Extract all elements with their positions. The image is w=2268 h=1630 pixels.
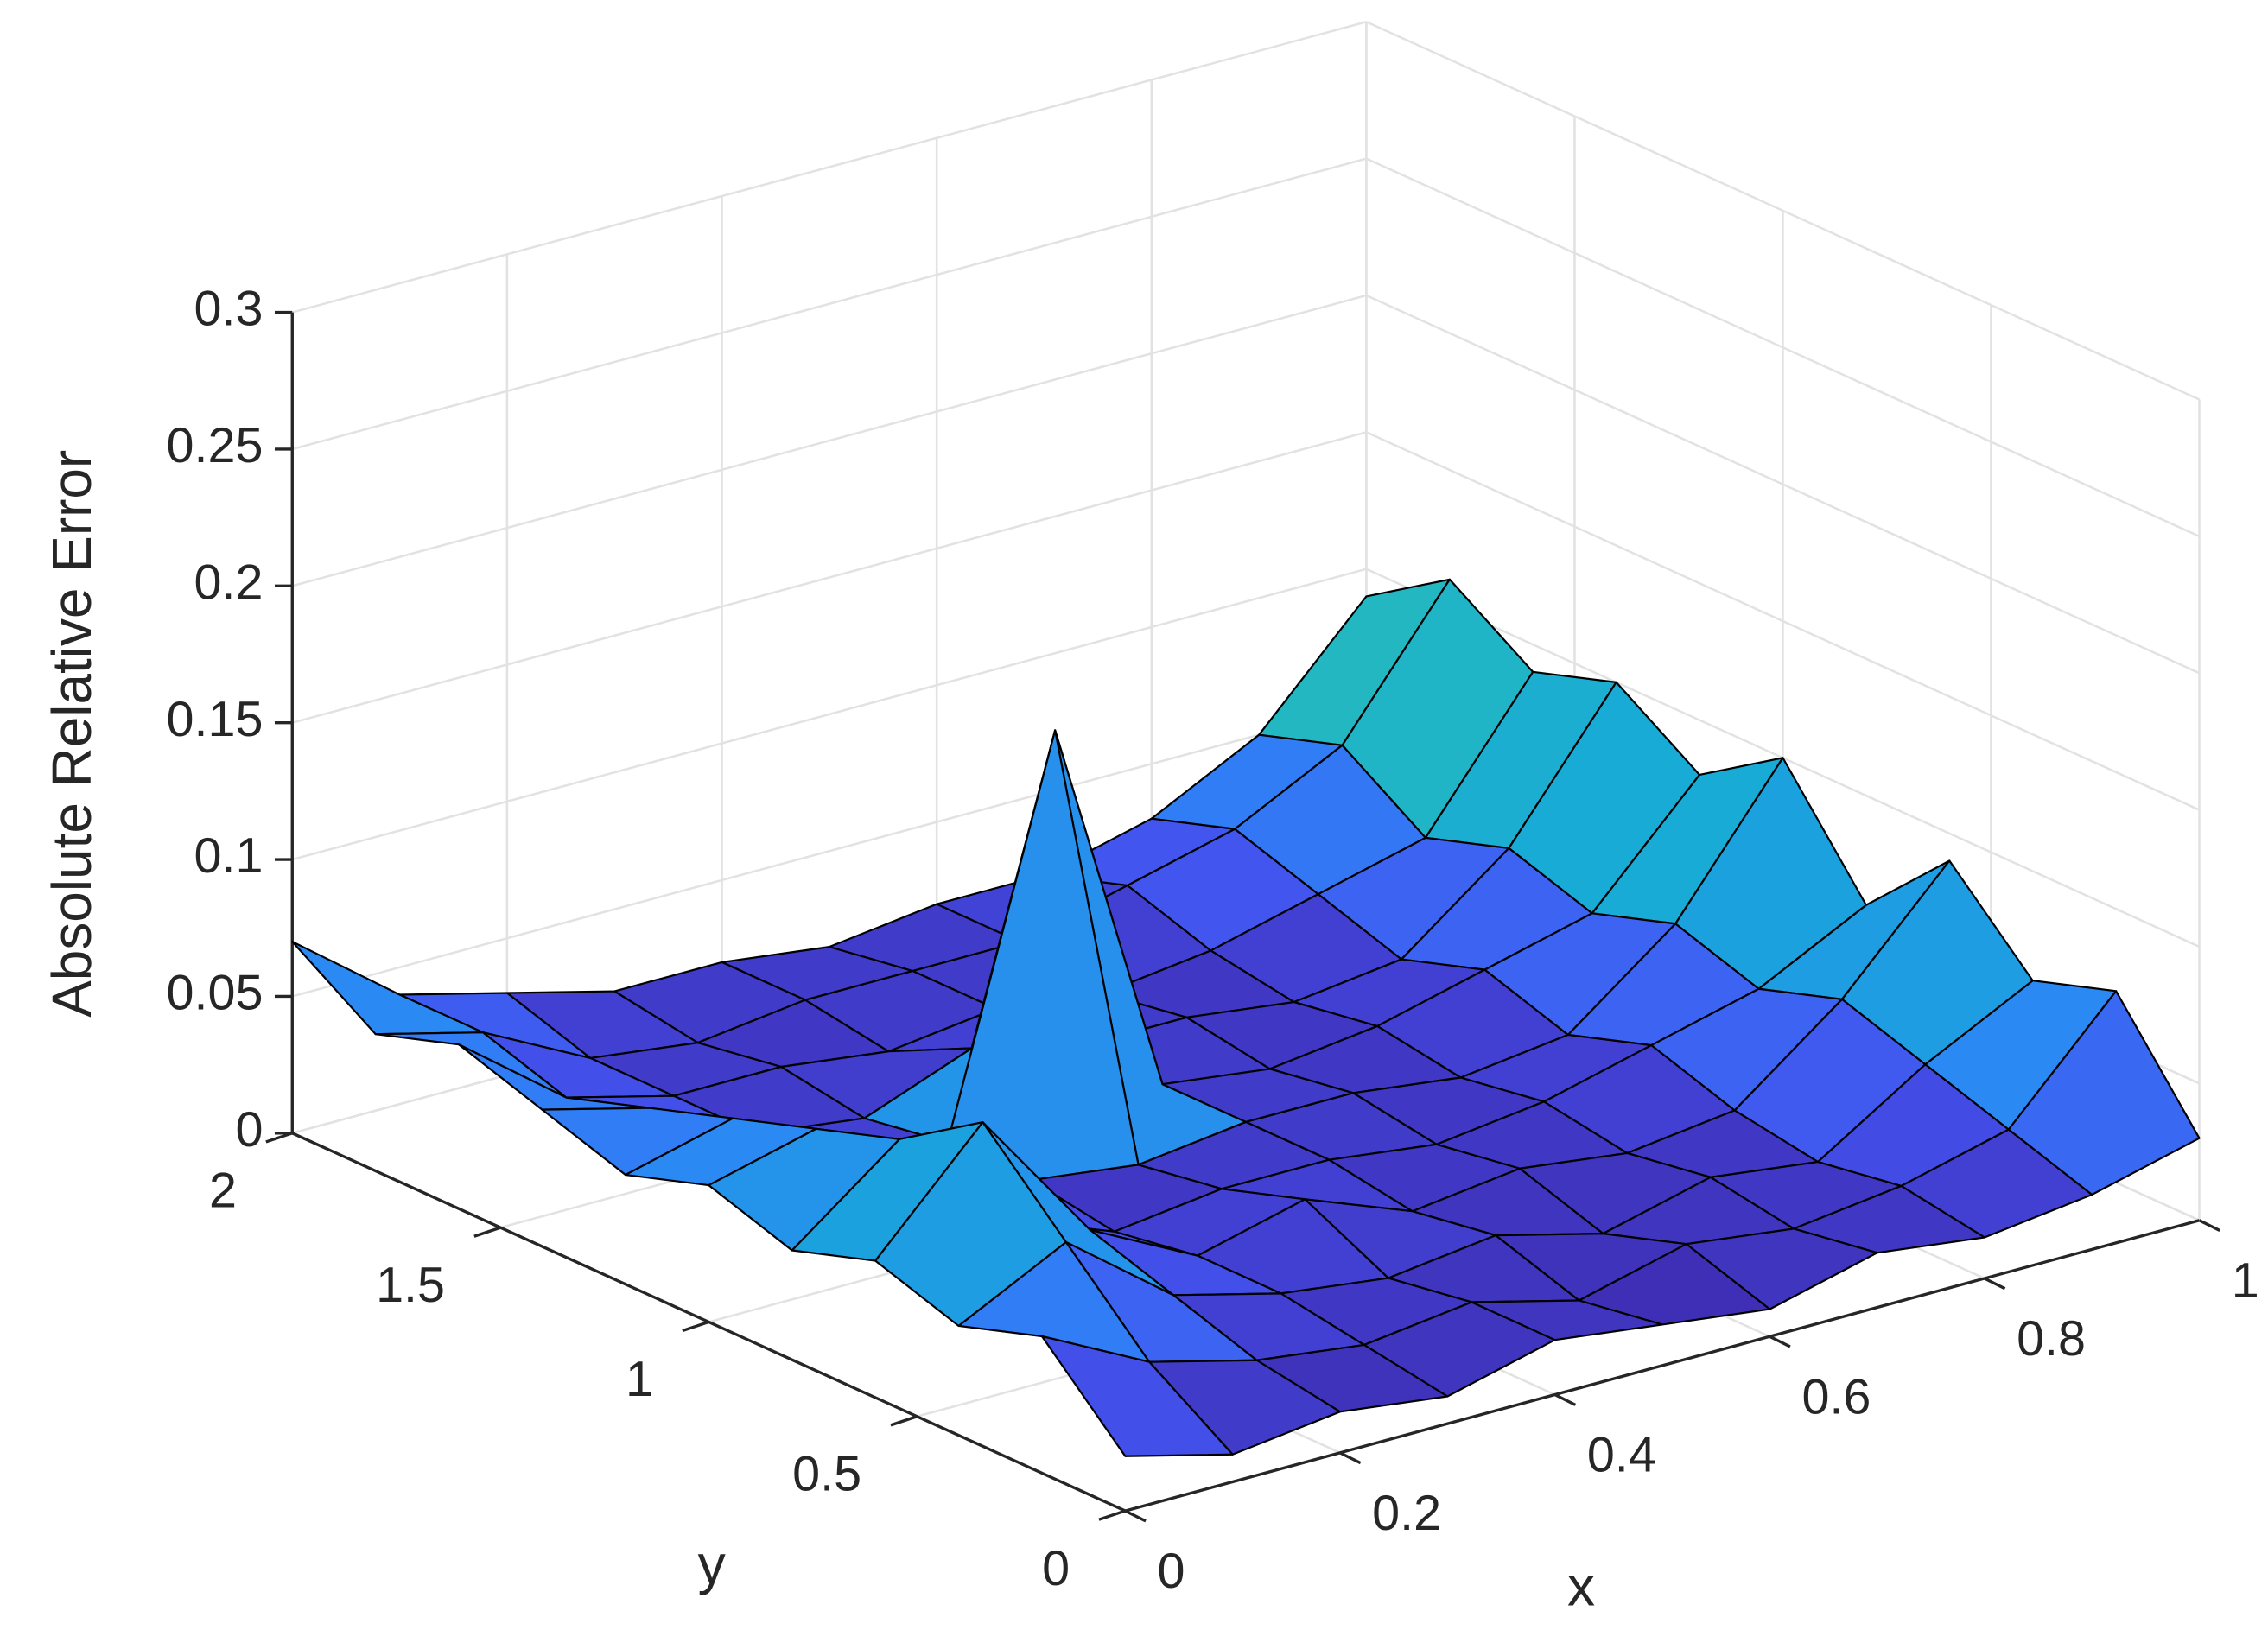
y-tick bbox=[265, 1132, 293, 1144]
grid-line bbox=[291, 431, 1367, 724]
x-tick-label: 1 bbox=[2232, 1253, 2259, 1309]
z-tick-label: 0.05 bbox=[167, 966, 264, 1021]
y-tick-label: 1 bbox=[626, 1352, 653, 1407]
grid-line bbox=[291, 568, 1367, 861]
x-tick bbox=[1124, 1509, 1147, 1523]
y-tick bbox=[1098, 1509, 1126, 1521]
x-tick bbox=[1769, 1335, 1791, 1348]
y-tick-label: 1.5 bbox=[376, 1258, 445, 1313]
y-tick bbox=[682, 1320, 709, 1333]
z-tick-label: 0.2 bbox=[194, 555, 264, 611]
y-tick-label: 2 bbox=[209, 1164, 237, 1219]
z-tick-label: 0 bbox=[235, 1102, 263, 1157]
grid-line bbox=[291, 157, 1367, 451]
y-tick-label: 0.5 bbox=[792, 1447, 861, 1502]
x-tick-label: 0 bbox=[1158, 1544, 1185, 1599]
grid-line bbox=[291, 21, 1367, 314]
z-tick-label: 0.25 bbox=[167, 418, 264, 473]
x-tick-label: 0.8 bbox=[2017, 1311, 2086, 1367]
x-tick-label: 0.2 bbox=[1372, 1486, 1441, 1541]
grid-line bbox=[291, 294, 1367, 587]
z-tick-label: 0.1 bbox=[194, 828, 264, 884]
z-tick-label: 0.15 bbox=[167, 692, 264, 747]
z-axis-label: Absolute Relative Error bbox=[41, 450, 103, 1018]
y-tick bbox=[890, 1415, 918, 1427]
x-tick-label: 0.4 bbox=[1587, 1428, 1656, 1483]
x-tick-label: 0.6 bbox=[1801, 1370, 1871, 1425]
x-tick bbox=[2198, 1219, 2220, 1233]
x-tick bbox=[1339, 1451, 1362, 1465]
x-tick bbox=[1553, 1393, 1577, 1406]
x-tick bbox=[1984, 1277, 2006, 1291]
y-tick bbox=[473, 1226, 501, 1238]
grid-line bbox=[291, 704, 1367, 998]
x-axis-line bbox=[1124, 1219, 2200, 1513]
y-axis-label: y bbox=[698, 1533, 726, 1595]
z-tick-label: 0.3 bbox=[194, 282, 264, 337]
x-axis-label: x bbox=[1567, 1556, 1595, 1618]
surface-face bbox=[1040, 1335, 1234, 1457]
y-tick-label: 0 bbox=[1042, 1541, 1070, 1596]
